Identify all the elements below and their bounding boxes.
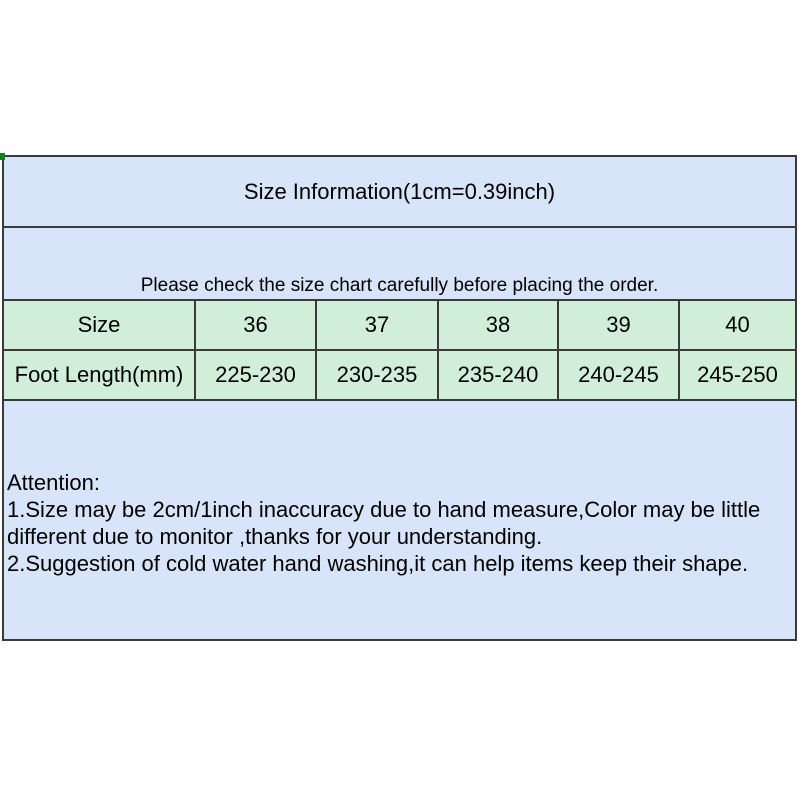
foot-length-cell: 235-240 [437,351,557,399]
foot-length-label: Foot Length(mm) [14,362,184,387]
attention-note: different due to monitor ,thanks for you… [7,524,543,549]
table-subtitle-row: Please check the size chart carefully be… [4,226,795,299]
table-title-row: Size Information(1cm=0.39inch) [4,157,795,226]
attention-note: 2.Suggestion of cold water hand washing,… [7,551,749,576]
attention-section: Attention: 1.Size may be 2cm/1inch inacc… [4,399,795,639]
size-value-cell: 37 [315,301,437,349]
size-value-cell: 38 [437,301,557,349]
size-header-row: Size 36 37 38 39 40 [4,299,795,349]
foot-length-cell: 245-250 [678,351,795,399]
attention-note: 1.Size may be 2cm/1inch inaccuracy due t… [7,497,761,522]
corner-artifact-pixel [0,153,5,160]
attention-heading: Attention: [7,470,100,495]
size-chart-table: Size Information(1cm=0.39inch) Please ch… [2,155,797,641]
foot-length-cell: 230-235 [315,351,437,399]
foot-length-cell: 225-230 [194,351,315,399]
table-title: Size Information(1cm=0.39inch) [243,178,556,204]
size-value-cell: 36 [194,301,315,349]
size-value-cell: 40 [678,301,795,349]
foot-length-cell: 240-245 [557,351,678,399]
table-subtitle: Please check the size chart carefully be… [140,275,659,296]
size-value-cell: 39 [557,301,678,349]
size-row-label: Size [77,312,121,337]
foot-length-row: Foot Length(mm) 225-230 230-235 235-240 … [4,349,795,399]
